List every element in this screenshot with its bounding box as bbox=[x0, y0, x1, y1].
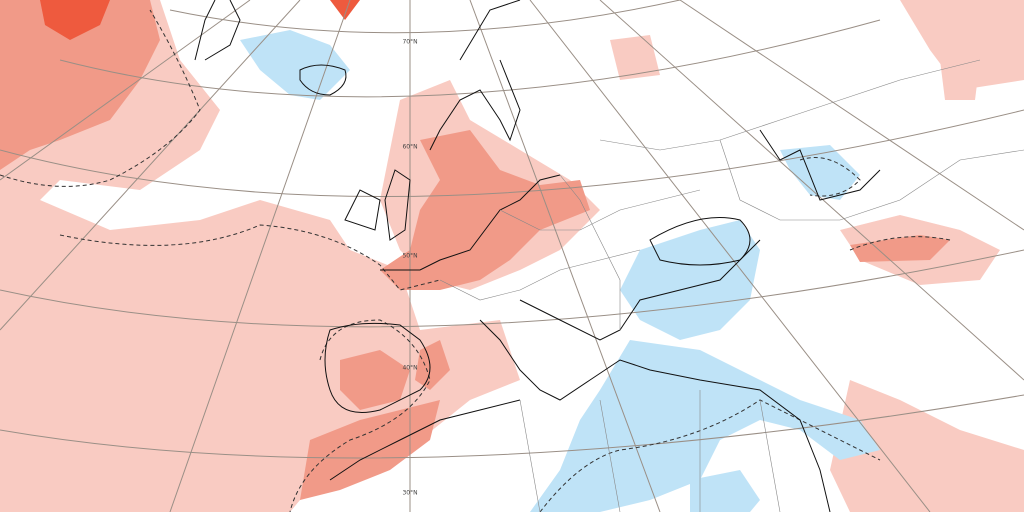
meridian-line bbox=[529, 0, 931, 512]
meridian-line bbox=[469, 0, 661, 512]
latitude-line bbox=[0, 249, 1024, 328]
latitude-label: 40°N bbox=[402, 365, 417, 372]
latitude-line bbox=[0, 394, 1024, 459]
warm-anomaly-medium bbox=[0, 0, 950, 500]
latitude-label: 60°N bbox=[402, 144, 417, 151]
latitude-label: 70°N bbox=[402, 39, 417, 46]
latitude-label: 30°N bbox=[402, 490, 417, 497]
meridian-line bbox=[0, 0, 251, 181]
latitude-line bbox=[59, 19, 881, 98]
latitude-line bbox=[169, 0, 681, 34]
meridian-line bbox=[0, 0, 301, 331]
meridian-line bbox=[169, 0, 351, 512]
latitude-line bbox=[0, 109, 1024, 198]
latitude-labels: 70°N 60°N 50°N 40°N 30°N bbox=[402, 39, 417, 497]
meridian-line bbox=[599, 0, 1024, 381]
country-borders bbox=[439, 59, 1024, 512]
warm-anomaly-strong bbox=[40, 0, 360, 40]
meridian-line bbox=[679, 0, 1024, 231]
latitude-label: 50°N bbox=[402, 253, 417, 260]
coastlines bbox=[194, 0, 881, 512]
anomaly-contours bbox=[0, 9, 951, 512]
